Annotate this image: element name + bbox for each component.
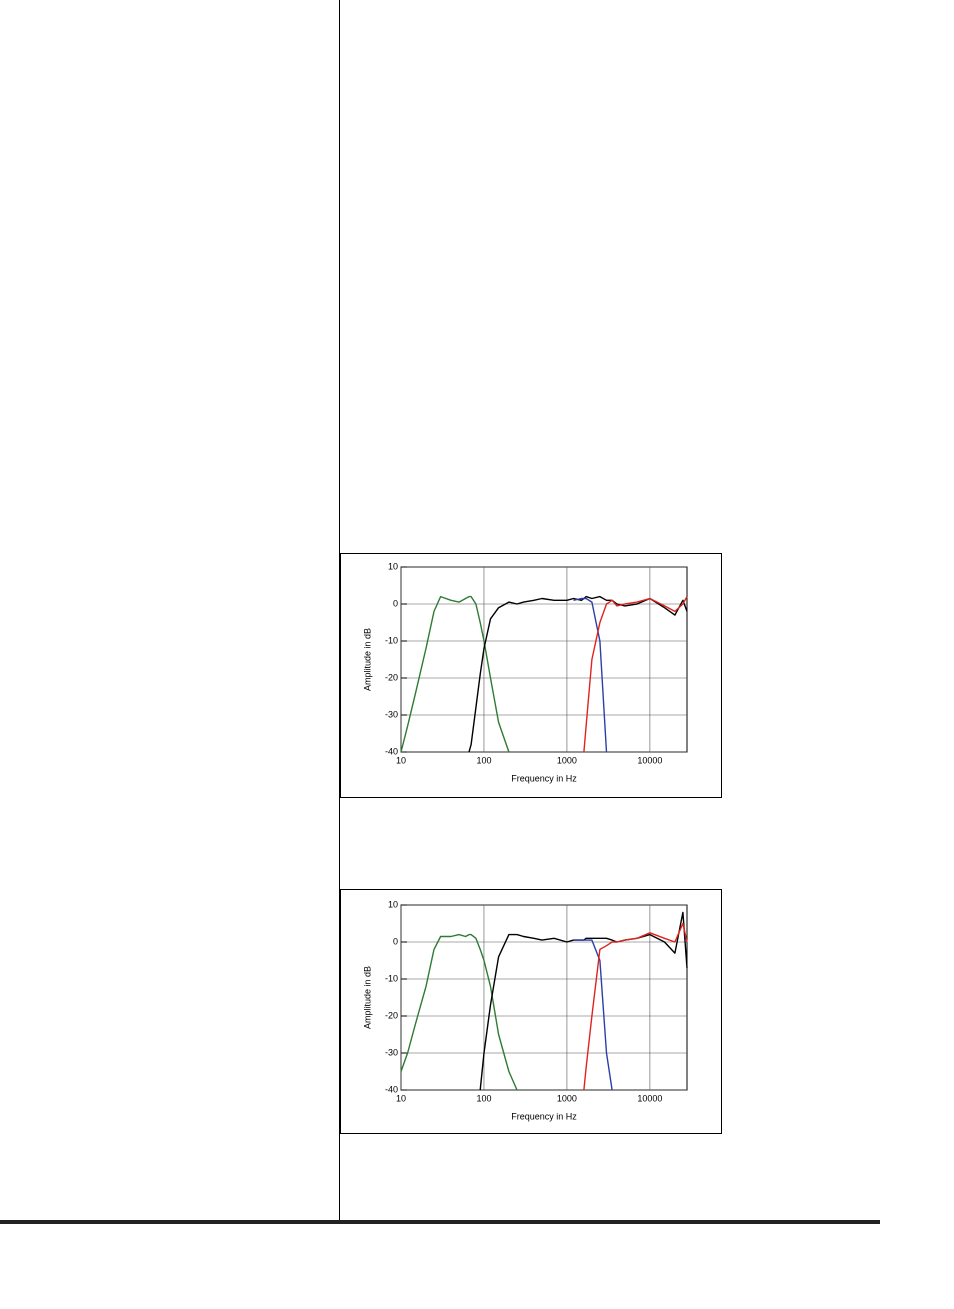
y-tick-label: -20 bbox=[385, 1010, 398, 1020]
y-tick-label: 10 bbox=[388, 561, 398, 571]
x-tick-label: 100 bbox=[476, 755, 491, 765]
y-tick-label: 0 bbox=[393, 598, 398, 608]
response-curve bbox=[573, 597, 608, 753]
y-tick-label: -40 bbox=[385, 746, 398, 756]
x-tick-label: 10 bbox=[396, 1093, 406, 1103]
y-tick-label: -30 bbox=[385, 709, 398, 719]
y-tick-label: -10 bbox=[385, 635, 398, 645]
response-curve bbox=[400, 933, 518, 1091]
response-curve bbox=[400, 595, 510, 753]
x-axis-label: Frequency in Hz bbox=[511, 773, 577, 783]
x-tick-label: 1000 bbox=[557, 755, 577, 765]
y-tick-label: 10 bbox=[388, 899, 398, 909]
response-curve bbox=[468, 595, 688, 753]
y-axis-label: Amplitude in dB bbox=[362, 966, 372, 1029]
x-tick-label: 10 bbox=[396, 755, 406, 765]
response-curve bbox=[479, 911, 688, 1091]
y-axis-label: Amplitude in dB bbox=[362, 628, 372, 691]
y-tick-label: -10 bbox=[385, 973, 398, 983]
y-tick-label: -20 bbox=[385, 672, 398, 682]
response-curve bbox=[583, 596, 688, 753]
chart-frame bbox=[340, 889, 722, 1134]
x-tick-label: 1000 bbox=[557, 1093, 577, 1103]
y-tick-label: -30 bbox=[385, 1047, 398, 1057]
y-tick-label: 0 bbox=[393, 936, 398, 946]
chart-frame bbox=[340, 553, 722, 798]
response-curve bbox=[573, 939, 613, 1091]
x-tick-label: 100 bbox=[476, 1093, 491, 1103]
x-axis-label: Frequency in Hz bbox=[511, 1111, 577, 1121]
plot-area bbox=[400, 566, 688, 753]
plot-area bbox=[400, 904, 688, 1091]
x-tick-label: 10000 bbox=[637, 1093, 662, 1103]
x-tick-label: 10000 bbox=[637, 755, 662, 765]
y-tick-label: -40 bbox=[385, 1084, 398, 1094]
response-curve bbox=[583, 922, 688, 1091]
